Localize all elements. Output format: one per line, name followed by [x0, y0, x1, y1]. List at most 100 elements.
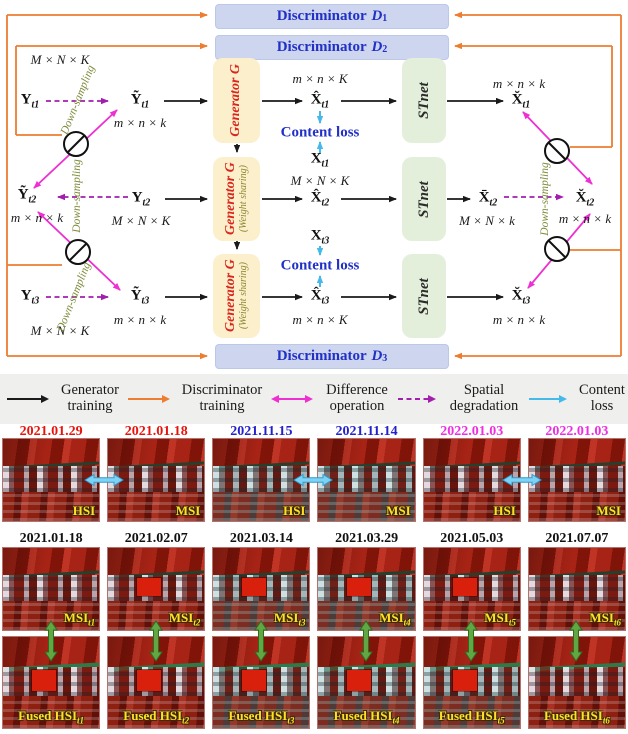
satellite-image-msi-t1: MSIt1: [2, 547, 101, 631]
thumb-label: MSIt2: [168, 610, 201, 628]
satellite-image-msi-3: MSI: [527, 438, 626, 522]
content-loss-label: Content loss: [280, 124, 360, 141]
date-label: 2022.01.03: [440, 424, 504, 439]
legend-difference-operation: Difference operation: [270, 382, 397, 414]
thumb-label: MSIt5: [484, 610, 516, 628]
thumb-row-2: MSIt1 MSIt2 MSIt3 MSIt4 MSIt5 MSIt6: [0, 547, 628, 631]
node-ytilde-t3: Ỹt3: [130, 287, 150, 307]
dim-label: M × N × K: [111, 213, 171, 228]
orange-arrow-icon: [128, 395, 170, 403]
thumb-row-3: Fused HSIt1 Fused HSIt2 Fused HSIt3 Fuse…: [0, 636, 628, 729]
date-label: 2021.07.07: [545, 531, 609, 546]
satellite-image-msi-t2: MSIt2: [107, 547, 206, 631]
node-xhat-t2: X̂t2: [310, 189, 330, 209]
satellite-image-fused-t2: Fused HSIt2: [107, 636, 206, 729]
green-double-arrow-icon: [44, 620, 58, 662]
dim-label: m × n × k: [113, 312, 167, 327]
downsampling-label: Down-sampling: [539, 162, 551, 236]
satellite-image-hsi-3: HSI: [422, 438, 521, 522]
thumb-label: Fused HSIt6: [543, 708, 610, 726]
dim-label: m × n × k: [558, 211, 612, 226]
dim-label: M × N × K: [290, 173, 350, 188]
satellite-image-msi-2: MSI: [317, 438, 416, 522]
node-xt1: Xt1: [310, 150, 330, 170]
legend-discriminator-training: Discriminator training: [127, 382, 270, 414]
legend-content-loss: Content loss: [528, 382, 628, 414]
satellite-image-hsi-1: HSI: [2, 438, 101, 522]
thumb-label: MSIt3: [273, 610, 306, 628]
satellite-image-msi-t4: MSIt4: [317, 547, 416, 631]
green-double-arrow-icon: [569, 620, 583, 662]
green-double-arrow-icon: [359, 620, 373, 662]
dim-label: m × n × k: [492, 312, 546, 327]
thumb-label: HSI: [283, 503, 306, 518]
node-xbreve-t1: X̆t1: [511, 91, 531, 111]
thumb-label: Fused HSIt5: [438, 708, 505, 726]
black-arrow-icon: [7, 395, 49, 403]
date-label: 2021.01.29: [19, 424, 83, 439]
green-double-arrow-icon: [149, 620, 163, 662]
legend-bar: Generator training Discriminator trainin…: [0, 374, 628, 424]
green-double-arrow-icon: [464, 620, 478, 662]
dim-label: M × N × k: [459, 213, 515, 228]
date-label: 2021.01.18: [124, 424, 188, 439]
date-label: 2021.11.15: [230, 424, 293, 439]
dim-label: M × N × K: [30, 323, 90, 338]
date-label: 2021.02.07: [124, 531, 188, 546]
generator-box-2: Generator G (Weight sharing): [213, 157, 260, 241]
dim-label: M × N × K: [30, 52, 90, 67]
node-yt3: Yt3: [20, 287, 40, 307]
cyan-arrow-icon: [529, 395, 567, 403]
node-yt2: Yt2: [131, 189, 151, 209]
magenta-double-arrow-icon: [271, 395, 313, 403]
date-row-1: 2021.01.29 2021.01.18 2021.11.15 2021.11…: [0, 424, 628, 439]
generator-box-1: Generator G: [213, 58, 260, 143]
node-ytilde-t1: Ỹt1: [130, 91, 150, 111]
dim-label: m × n × k: [492, 76, 546, 91]
downsampling-label: Down-sampling: [71, 159, 83, 233]
date-label: 2021.03.29: [335, 531, 399, 546]
date-label: 2021.03.14: [229, 531, 293, 546]
node-xbreve-t2: X̆t2: [575, 189, 595, 209]
cyan-double-arrow-icon: [293, 473, 333, 487]
image-gallery: 2021.01.29 2021.01.18 2021.11.15 2021.11…: [0, 424, 628, 734]
generator-box-3: Generator G (Weight sharing): [213, 254, 260, 338]
satellite-image-msi-t6: MSIt6: [527, 547, 626, 631]
node-ytilde-t2: Ỹt2: [17, 186, 37, 206]
node-xhat-t1: X̂t1: [310, 91, 330, 111]
date-row-2: 2021.01.18 2021.02.07 2021.03.14 2021.03…: [0, 531, 628, 547]
stnet-box-1: STnet: [402, 58, 446, 143]
node-xt3: Xt3: [310, 227, 330, 247]
thumb-label: HSI: [72, 503, 96, 518]
thumb-label: Fused HSIt2: [123, 708, 190, 726]
thumb-label: MSIt4: [379, 610, 411, 628]
diagram-arrows: [6, 11, 622, 360]
stnet-box-3: STnet: [402, 254, 446, 338]
dim-label: m × n × k: [10, 210, 64, 225]
satellite-image-msi-t5: MSIt5: [422, 547, 521, 631]
green-double-arrow-icon: [254, 620, 268, 662]
thumb-label: Fused HSIt4: [333, 708, 400, 726]
cyan-double-arrow-icon: [502, 473, 542, 487]
date-label: 2021.11.14: [335, 424, 398, 439]
satellite-image-fused-t1: Fused HSIt1: [2, 636, 101, 729]
date-label: 2022.01.03: [545, 424, 609, 439]
purple-dashed-arrow-icon: [398, 395, 436, 403]
thumb-label: MSI: [175, 503, 201, 518]
node-xbar-t2: X̄t2: [478, 189, 498, 209]
satellite-image-msi-1: MSI: [107, 438, 206, 522]
thumb-label: MSI: [596, 503, 621, 518]
dim-label: m × n × k: [113, 115, 167, 130]
dim-label: m × n × K: [292, 312, 348, 327]
cyan-double-arrow-icon: [84, 473, 124, 487]
satellite-image-msi-t3: MSIt3: [212, 547, 311, 631]
dim-label: m × n × K: [292, 71, 348, 86]
node-xbreve-t3: X̆t3: [511, 287, 531, 307]
thumb-label: Fused HSIt1: [18, 708, 85, 726]
thumb-label: MSI: [386, 503, 411, 518]
date-label: 2021.01.18: [19, 531, 83, 546]
